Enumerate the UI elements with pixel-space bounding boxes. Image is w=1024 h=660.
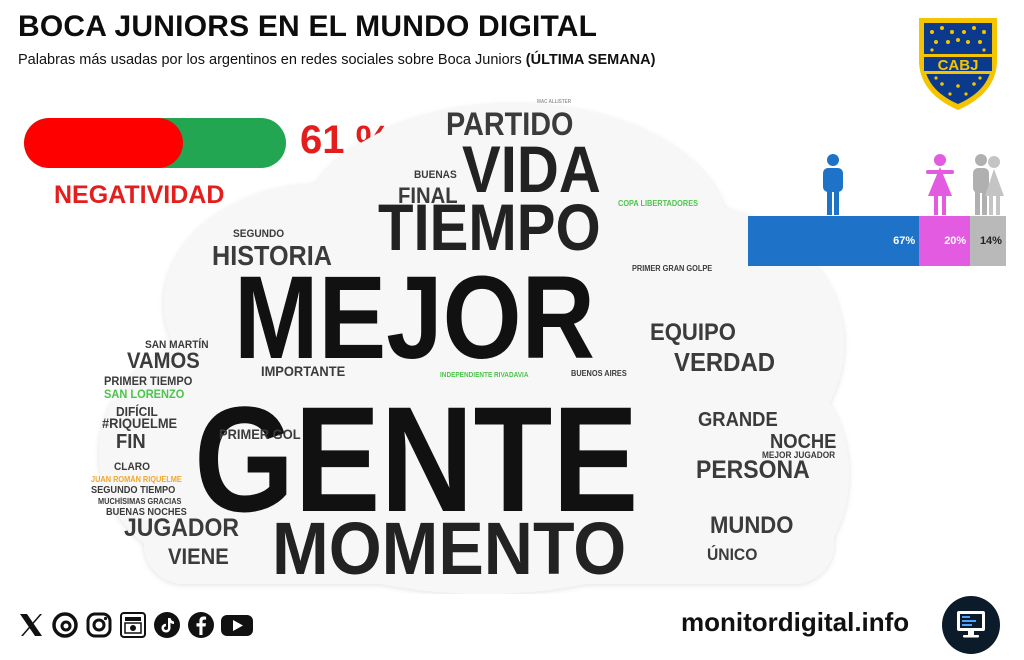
gender-bar-segment: 14% — [970, 216, 1006, 266]
x-icon[interactable] — [16, 610, 46, 640]
word-cloud-term: ÚNICO — [707, 545, 758, 564]
gender-bar: 67% 20% 14% — [748, 216, 1006, 266]
word-cloud-term: EQUIPO — [650, 319, 736, 346]
tiktok-icon[interactable] — [152, 610, 182, 640]
word-cloud-term: VIDA — [462, 132, 601, 206]
cloud-shape — [99, 104, 849, 594]
word-cloud-term: MOMENTO — [272, 507, 627, 590]
word-cloud-term: COPA LIBERTADORES — [618, 199, 699, 208]
page-subtitle: Palabras más usadas por los argentinos e… — [18, 52, 655, 68]
word-cloud-term: PRIMER GOL — [219, 426, 301, 442]
social-icons — [16, 609, 254, 641]
word-cloud-term: TIEMPO — [378, 190, 601, 264]
crest-text: CABJ — [938, 57, 979, 74]
word-cloud-term: HISTORIA — [212, 240, 332, 271]
negativity-bar — [24, 118, 286, 168]
gender-bar-segment: 67% — [748, 216, 920, 266]
word-cloud-term: PARTIDO — [446, 106, 574, 142]
news-icon[interactable] — [118, 610, 148, 640]
gender-bar-segment: 20% — [919, 216, 971, 266]
group-icon — [973, 154, 1004, 215]
word-cloud-term: VAMOS — [127, 348, 200, 373]
word-cloud-term: VERDAD — [674, 347, 776, 377]
word-cloud-term: PERSONA — [696, 456, 810, 484]
word-cloud-term: BUENOS AIRES — [571, 369, 627, 378]
word-cloud-term: MEJOR JUGADOR — [762, 450, 836, 460]
word-cloud-term: NOCHE — [770, 431, 837, 453]
word-cloud-term: JUGADOR — [124, 514, 240, 542]
youtube-icon[interactable] — [220, 610, 254, 640]
website-url[interactable]: monitordigital.info — [681, 607, 910, 637]
word-cloud-term: MEJOR — [234, 252, 595, 384]
word-cloud-term: #RIQUELME — [102, 415, 178, 431]
word-cloud-term: FIN — [116, 431, 146, 453]
word-cloud-term: GENTE — [194, 375, 639, 543]
gender-breakdown: 67% 20% 14% — [748, 150, 1006, 268]
word-cloud-term: SEGUNDO — [233, 228, 285, 240]
negativity-label: NEGATIVIDAD — [54, 181, 225, 209]
gender-icons — [823, 154, 1004, 215]
word-cloud-term: FINAL — [398, 183, 458, 208]
word-cloud-term: DIFÍCIL — [116, 404, 158, 419]
facebook-icon[interactable] — [186, 610, 216, 640]
subtitle-text: Palabras más usadas por los argentinos e… — [18, 52, 522, 68]
word-cloud-term: PRIMER GRAN GOLPE — [632, 264, 713, 273]
threads-icon[interactable] — [50, 610, 80, 640]
female-icon — [926, 154, 954, 215]
word-cloud-term: PRIMER TIEMPO — [104, 374, 193, 388]
negativity-bar-fill — [24, 118, 183, 168]
page-title: BOCA JUNIORS EN EL MUNDO DIGITAL — [18, 10, 598, 43]
subtitle-period: (ÚLTIMA SEMANA) — [525, 52, 656, 68]
word-cloud-term: MAC ALLISTER — [537, 99, 572, 105]
word-cloud-term: BUENAS NOCHES — [106, 507, 187, 518]
word-cloud-term: IMPORTANTE — [261, 363, 346, 379]
word-cloud-term: MUNDO — [710, 512, 794, 539]
word-cloud-term: SAN MARTÍN — [145, 339, 209, 351]
word-cloud-term: JUAN ROMÁN RIQUELME — [91, 475, 182, 484]
word-cloud-term: INDEPENDIENTE RIVADAVIA — [440, 372, 529, 379]
word-cloud-term: GRANDE — [698, 409, 778, 431]
club-crest-logo: CABJ — [916, 14, 1000, 112]
instagram-icon[interactable] — [84, 610, 114, 640]
word-cloud-term: SEGUNDO TIEMPO — [91, 485, 176, 496]
word-cloud-term: VIENE — [168, 544, 229, 569]
word-cloud: GENTE MEJOR MOMENTO TIEMPO VIDA PARTIDO HISTOR… — [84, 94, 854, 594]
word-cloud-term: BUENAS — [414, 169, 457, 181]
word-cloud-term: CLARO — [114, 461, 150, 473]
word-cloud-term: SAN LORENZO — [104, 387, 185, 401]
monitor-icon — [942, 596, 1000, 654]
male-icon — [823, 154, 843, 215]
word-cloud-term: MUCHÍSIMAS GRACIAS — [98, 497, 182, 506]
